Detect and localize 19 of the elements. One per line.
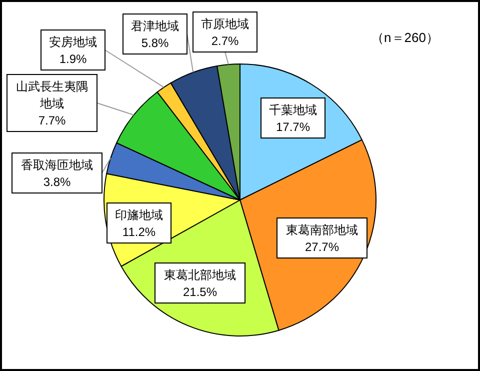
slice-label: 東葛南部地域: [286, 222, 358, 237]
slice-label: 市原地域: [201, 16, 249, 31]
data-label: 7.7%: [38, 113, 66, 128]
slice-label: 印旛地域: [115, 208, 163, 222]
data-label: 11.2%: [122, 224, 156, 239]
text: （n＝260）: [371, 30, 439, 45]
data-label: 5.8%: [141, 36, 169, 50]
slice-label: 安房地域: [49, 34, 97, 49]
slice-label: 東葛北部地域: [164, 268, 236, 282]
data-label: 17.7%: [276, 120, 310, 134]
data-label: 2.7%: [211, 34, 239, 48]
data-label: 27.7%: [304, 240, 340, 254]
data-label: 21.5%: [182, 284, 218, 299]
slice-label: 香取海匝地域: [21, 158, 93, 172]
slice-label: 君津地域: [131, 18, 179, 33]
data-label: 3.8%: [43, 174, 71, 189]
data-label: 1.9%: [59, 52, 87, 66]
slice-label: 千葉地域: [269, 102, 317, 117]
slice-label: 山武長生夷隅地域: [16, 79, 88, 110]
